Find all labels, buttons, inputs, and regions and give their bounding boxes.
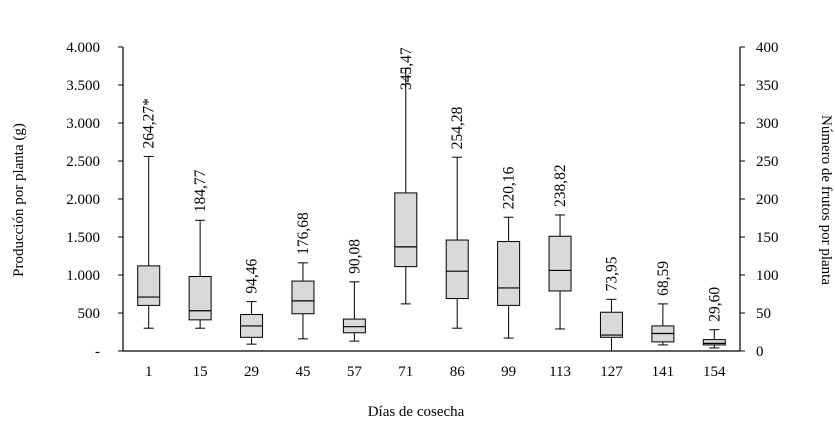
x-tick-label: 154: [703, 364, 726, 380]
box: [599, 311, 623, 338]
box: [394, 192, 418, 268]
y-tick-label-left: 4.000: [66, 40, 100, 56]
data-label: 90,08: [346, 239, 363, 274]
y-tick-label-right: 200: [756, 192, 779, 208]
box: [188, 276, 212, 321]
x-tick-label: 113: [549, 364, 571, 380]
data-labels: 264,27* 184,77 94,46 176,68 90,08 345,47 254,2…: [141, 47, 724, 322]
y-tick-label-left: 3.500: [66, 78, 100, 94]
box: [291, 280, 315, 315]
box: [548, 235, 572, 292]
y-tick-label-left: 1.000: [66, 268, 100, 284]
y-tick-label-left: -: [95, 344, 100, 360]
data-label: 73,95: [603, 256, 620, 291]
data-label: 176,68: [295, 212, 312, 255]
y-tick-label-right: 350: [756, 78, 779, 94]
y-tick-label-left: 1.500: [66, 230, 100, 246]
y-tick-label-left: 3.000: [66, 116, 100, 132]
y-tick-label-left: 2.000: [66, 192, 100, 208]
box: [342, 318, 366, 334]
y-axis-title-left: Producción por planta (g): [11, 123, 27, 277]
y-tick-label-left: 500: [78, 306, 101, 322]
y-tick-label-right: 250: [756, 154, 779, 170]
data-label: 238,82: [552, 164, 569, 207]
data-label: 94,46: [244, 258, 261, 293]
box: [497, 241, 521, 306]
x-axis-title: Días de cosecha: [368, 404, 465, 420]
x-tick-label: 57: [347, 364, 363, 380]
y-tick-label-right: 0: [756, 344, 764, 360]
data-label: 264,27*: [141, 98, 158, 149]
box: [137, 265, 161, 306]
y-tick-label-right: 400: [756, 40, 779, 56]
data-label: 29,60: [706, 287, 723, 322]
box: [702, 339, 726, 346]
y-tick-label-right: 50: [756, 306, 771, 322]
y-tick-label-left: 2.500: [66, 154, 100, 170]
y-axis-title-right: Número de frutos por planta: [818, 115, 834, 285]
y-tick-label-right: 150: [756, 230, 779, 246]
y-tick-label-right: 100: [756, 268, 779, 284]
x-tick-label: 71: [398, 364, 413, 380]
x-tick-label: 99: [501, 364, 516, 380]
data-label: 68,59: [655, 261, 672, 296]
box-marks: [137, 67, 726, 352]
data-label: 184,77: [192, 169, 209, 212]
axes: - 0 500 50 1.000 100 1.500 150 2.000 200 2.500 250 3…: [66, 40, 778, 380]
x-tick-label: 29: [244, 364, 259, 380]
y-tick-label-right: 300: [756, 116, 779, 132]
data-label: 254,28: [449, 106, 466, 149]
box: [445, 239, 469, 300]
x-tick-label: 45: [295, 364, 310, 380]
x-tick-label: 127: [600, 364, 623, 380]
data-label: 345,47: [398, 47, 415, 90]
x-tick-label: 15: [193, 364, 208, 380]
x-tick-label: 141: [652, 364, 675, 380]
data-label: 220,16: [501, 166, 518, 209]
x-tick-label: 86: [450, 364, 466, 380]
x-tick-label: 1: [145, 364, 153, 380]
